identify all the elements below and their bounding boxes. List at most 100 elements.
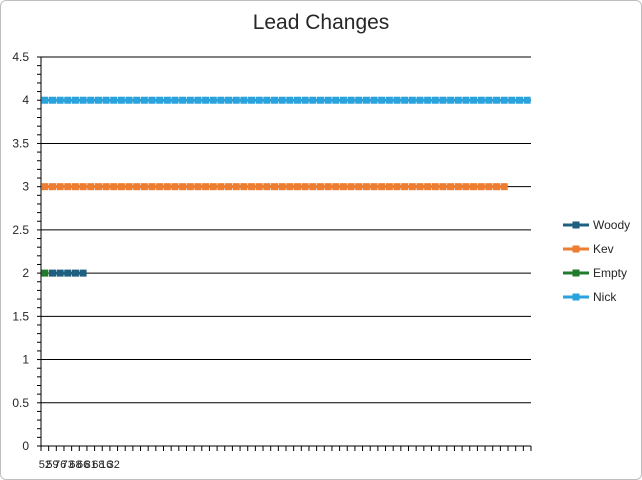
data-point-nick: [470, 96, 478, 104]
data-point-kev: [255, 183, 263, 191]
legend-entry-kev: Kev: [593, 242, 614, 256]
data-point-nick: [401, 96, 409, 104]
data-point-kev: [324, 183, 332, 191]
data-point-nick: [370, 96, 378, 104]
data-point-nick: [416, 96, 424, 104]
data-point-nick: [271, 96, 279, 104]
data-point-kev: [385, 183, 393, 191]
x-tick-label: 16: [100, 459, 112, 471]
data-point-nick: [48, 96, 56, 104]
data-point-nick: [500, 96, 508, 104]
data-point-kev: [156, 183, 164, 191]
data-point-kev: [286, 183, 294, 191]
data-point-nick: [232, 96, 240, 104]
data-point-nick: [125, 96, 133, 104]
legend-marker-kev: [572, 245, 580, 253]
y-tick-label: 1.5: [12, 309, 29, 323]
data-point-kev: [102, 183, 110, 191]
data-point-kev: [271, 183, 279, 191]
data-point-kev: [370, 183, 378, 191]
data-point-nick: [385, 96, 393, 104]
data-point-kev: [71, 183, 79, 191]
data-point-kev: [362, 183, 370, 191]
data-point-kev: [110, 183, 118, 191]
data-point-nick: [202, 96, 210, 104]
data-point-nick: [56, 96, 64, 104]
data-point-kev: [217, 183, 225, 191]
x-tick-label: 68: [69, 459, 81, 471]
data-point-nick: [41, 96, 49, 104]
data-point-nick: [263, 96, 271, 104]
data-point-kev: [64, 183, 72, 191]
data-point-kev: [477, 183, 485, 191]
data-point-kev: [439, 183, 447, 191]
y-tick-label: 2: [22, 266, 29, 280]
data-point-kev: [87, 183, 95, 191]
data-point-nick: [186, 96, 194, 104]
data-point-woody: [64, 269, 72, 277]
data-point-kev: [163, 183, 171, 191]
data-point-nick: [477, 96, 485, 104]
data-point-kev: [186, 183, 194, 191]
data-point-nick: [378, 96, 386, 104]
data-point-nick: [278, 96, 286, 104]
data-point-nick: [133, 96, 141, 104]
data-point-kev: [500, 183, 508, 191]
data-point-kev: [179, 183, 187, 191]
data-point-nick: [87, 96, 95, 104]
data-point-kev: [94, 183, 102, 191]
legend-entry-nick: Nick: [593, 290, 617, 304]
data-point-kev: [401, 183, 409, 191]
data-point-kev: [248, 183, 256, 191]
data-point-kev: [462, 183, 470, 191]
data-point-kev: [41, 183, 49, 191]
legend-entry-woody: Woody: [593, 218, 630, 232]
data-point-nick: [140, 96, 148, 104]
data-point-kev: [209, 183, 217, 191]
data-point-nick: [148, 96, 156, 104]
data-point-kev: [48, 183, 56, 191]
data-point-nick: [316, 96, 324, 104]
data-point-kev: [347, 183, 355, 191]
data-point-nick: [171, 96, 179, 104]
data-point-nick: [493, 96, 501, 104]
x-tick-label: 66: [77, 459, 89, 471]
legend-entry-empty: Empty: [593, 266, 627, 280]
data-point-nick: [508, 96, 516, 104]
data-point-kev: [393, 183, 401, 191]
x-tick-label: 76: [54, 459, 66, 471]
data-point-nick: [163, 96, 171, 104]
data-point-empty: [41, 269, 49, 277]
data-point-nick: [179, 96, 187, 104]
data-point-woody: [48, 269, 56, 277]
y-tick-label: 0: [22, 439, 29, 453]
data-point-kev: [485, 183, 493, 191]
data-point-nick: [79, 96, 87, 104]
data-point-nick: [209, 96, 217, 104]
x-tick-label: 59: [46, 459, 58, 471]
data-point-kev: [140, 183, 148, 191]
x-tick-label: 32: [108, 459, 120, 471]
data-point-nick: [255, 96, 263, 104]
data-point-nick: [339, 96, 347, 104]
data-point-kev: [125, 183, 133, 191]
data-point-nick: [286, 96, 294, 104]
data-point-kev: [316, 183, 324, 191]
data-point-kev: [225, 183, 233, 191]
data-point-kev: [148, 183, 156, 191]
data-point-kev: [194, 183, 202, 191]
data-point-nick: [454, 96, 462, 104]
data-point-kev: [447, 183, 455, 191]
data-point-nick: [516, 96, 524, 104]
legend-marker-empty: [572, 269, 580, 277]
x-tick-label: 81: [85, 459, 97, 471]
data-point-kev: [293, 183, 301, 191]
data-point-nick: [240, 96, 248, 104]
data-point-kev: [263, 183, 271, 191]
data-point-nick: [248, 96, 256, 104]
data-point-kev: [202, 183, 210, 191]
data-point-nick: [447, 96, 455, 104]
legend-marker-woody: [572, 221, 580, 229]
data-point-nick: [439, 96, 447, 104]
